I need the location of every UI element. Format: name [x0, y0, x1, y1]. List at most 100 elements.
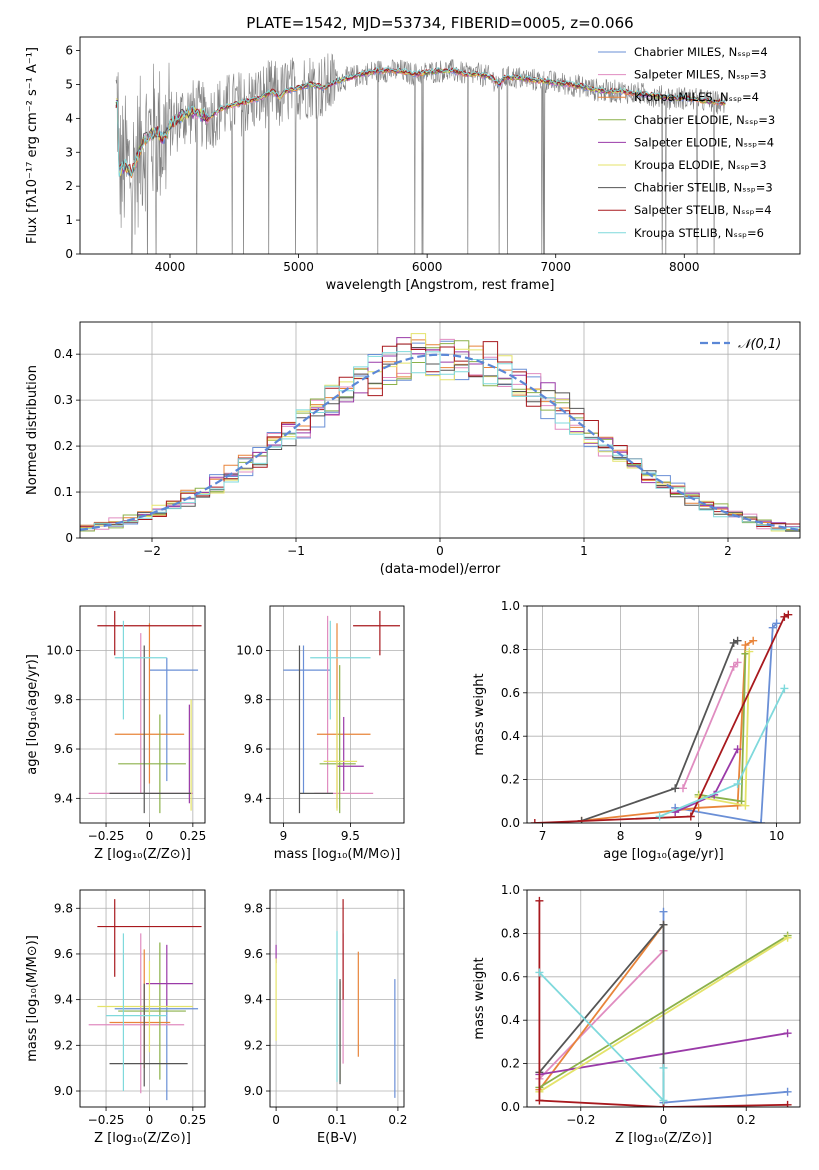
x-tick-label: 0.25 [179, 829, 206, 843]
legend-entry: Chabrier MILES, Nₛₛₚ=4 [634, 45, 768, 59]
weight-marker-kroupa_stelib [780, 684, 789, 693]
legend-entry: Kroupa MILES, Nₛₛₚ=4 [634, 90, 759, 104]
legend-entry: Kroupa ELODIE, Nₛₛₚ=3 [634, 158, 767, 172]
panel-age_vs_mass: 9 9.5 9.4 9.6 9.8 10.0 mass [log₁₀(M/M⊙)] [236, 605, 405, 862]
y-tick-label: 9.8 [244, 901, 263, 915]
y-tick-label: 1.0 [501, 883, 520, 897]
y-axis-label: Normed distribution [25, 365, 40, 495]
y-tick-label: 9.2 [244, 1038, 263, 1052]
x-tick-label: 0 [146, 829, 154, 843]
x-axis-label: E(B-V) [317, 1131, 357, 1146]
plot-area [88, 899, 202, 1101]
y-tick-label: 9.6 [244, 947, 263, 961]
weight-marker-kroupa_elodie [783, 933, 792, 942]
x-axis-label: mass [log₁₀(M/M⊙)] [274, 847, 401, 862]
plot-area [530, 610, 793, 823]
x-axis-label: Z [log₁₀(Z/Z⊙)] [615, 1131, 712, 1146]
y-tick-label: 5 [65, 77, 73, 91]
y-tick-label: 9.6 [54, 742, 73, 756]
chart-title: PLATE=1542, MJD=53734, FIBERID=0005, z=0… [246, 14, 633, 32]
y-tick-label: 9.0 [244, 1084, 263, 1098]
axes-frame [79, 36, 801, 255]
weight-marker-chabrier_miles [659, 907, 668, 916]
y-tick-label: 0.4 [54, 347, 73, 361]
y-tick-label: 10.0 [46, 643, 73, 657]
x-tick-label: 9 [280, 829, 288, 843]
y-tick-label: 0.0 [501, 1100, 520, 1114]
y-tick-label: 9.2 [54, 1038, 73, 1052]
weight-marker-kroupa_miles [749, 636, 758, 645]
weight-marker-salpeter_stelib [530, 819, 539, 823]
y-tick-label: 6 [65, 44, 73, 58]
x-tick-label: 0 [436, 544, 444, 558]
y-tick-label: 0.8 [501, 642, 520, 656]
weight-line-salpeter_miles [538, 950, 665, 1080]
observed-spectrum [115, 53, 727, 254]
axes-frame [269, 889, 405, 1108]
x-tick-label: 9.5 [341, 829, 360, 843]
x-axis-label: Z [log₁₀(Z/Z⊙)] [94, 1131, 191, 1146]
x-tick-label: 0.2 [388, 1113, 407, 1127]
panel-spectrum: 4000 5000 6000 7000 8000 0 1 2 3 4 5 6 wavelength [A… [25, 14, 801, 293]
weight-marker-salpeter_elodie [783, 1029, 792, 1038]
weight-marker-chabrier_stelib [733, 636, 742, 645]
y-tick-label: 9.6 [244, 742, 263, 756]
weight-marker-kroupa_stelib [659, 1063, 668, 1072]
y-tick-label: 9.4 [244, 791, 263, 805]
x-tick-label: 8 [617, 829, 625, 843]
x-tick-label: 6000 [412, 260, 443, 274]
histogram-kroupa_stelib [80, 351, 800, 531]
weight-marker-salpeter_stelib [783, 1100, 792, 1107]
axes-frame [79, 605, 206, 824]
x-tick-label: −1 [287, 544, 305, 558]
y-tick-label: 0.6 [501, 686, 520, 700]
weight-line-salpeter_stelib [534, 613, 789, 823]
y-tick-label: 9.4 [54, 993, 73, 1007]
plot-area [88, 610, 202, 814]
weight-marker-salpeter_elodie [733, 745, 742, 754]
plot-area [115, 53, 727, 254]
y-tick-label: 9.8 [244, 693, 263, 707]
x-tick-label: −0.2 [566, 1113, 595, 1127]
plot-area [535, 896, 792, 1107]
weight-marker-kroupa_miles [694, 803, 703, 812]
y-tick-label: 0.2 [501, 773, 520, 787]
y-tick-label: 9.0 [54, 1084, 73, 1098]
weight-marker-chabrier_miles [772, 619, 781, 628]
panel-residuals: −2 −1 0 1 2 0 0.1 0.2 0.3 0.4 (data-model)/error No… [25, 321, 801, 577]
plot-area [80, 333, 800, 532]
panel-mass_vs_ebv: 0 0.1 0.2 9.0 9.2 9.4 9.6 9.8 E(B-V) [244, 889, 407, 1146]
x-axis-label: wavelength [Angstrom, rest frame] [326, 278, 555, 293]
y-tick-label: 3 [65, 145, 73, 159]
weight-marker-kroupa_stelib [733, 779, 742, 788]
x-tick-label: 1 [580, 544, 588, 558]
weight-marker-salpeter_stelib [686, 812, 695, 821]
y-axis-label: mass weight [472, 957, 487, 1039]
x-tick-label: 0 [272, 1113, 280, 1127]
weight-marker-chabrier_miles [768, 623, 777, 632]
legend-entry: Chabrier ELODIE, Nₛₛₚ=3 [634, 113, 775, 127]
y-tick-label: 0 [65, 531, 73, 545]
y-tick-label: 9.4 [54, 791, 73, 805]
weight-line-salpeter_stelib [538, 900, 788, 1107]
legend-entry: Chabrier STELIB, Nₛₛₚ=3 [634, 181, 773, 195]
weight-marker-chabrier_miles [783, 1087, 792, 1096]
x-tick-label: −2 [143, 544, 161, 558]
y-tick-label: 0.0 [501, 816, 520, 830]
weight-marker-kroupa_miles [741, 641, 750, 650]
y-tick-label: 1.0 [501, 599, 520, 613]
weight-marker-salpeter_stelib [535, 896, 544, 905]
y-axis-label: mass weight [472, 673, 487, 755]
y-tick-label: 9.8 [54, 901, 73, 915]
weight-line-chabrier_stelib [581, 639, 739, 822]
axes-frame [79, 321, 801, 539]
x-axis-label: (data-model)/error [380, 562, 501, 577]
y-tick-label: 0.4 [501, 1013, 520, 1027]
y-tick-label: 0.3 [54, 393, 73, 407]
weight-marker-chabrier_stelib [659, 920, 668, 929]
y-tick-label: 0 [65, 247, 73, 261]
legend-entry: Salpeter ELODIE, Nₛₛₚ=4 [634, 135, 774, 149]
weight-marker-kroupa_elodie [741, 801, 750, 810]
axes-frame [79, 889, 206, 1108]
